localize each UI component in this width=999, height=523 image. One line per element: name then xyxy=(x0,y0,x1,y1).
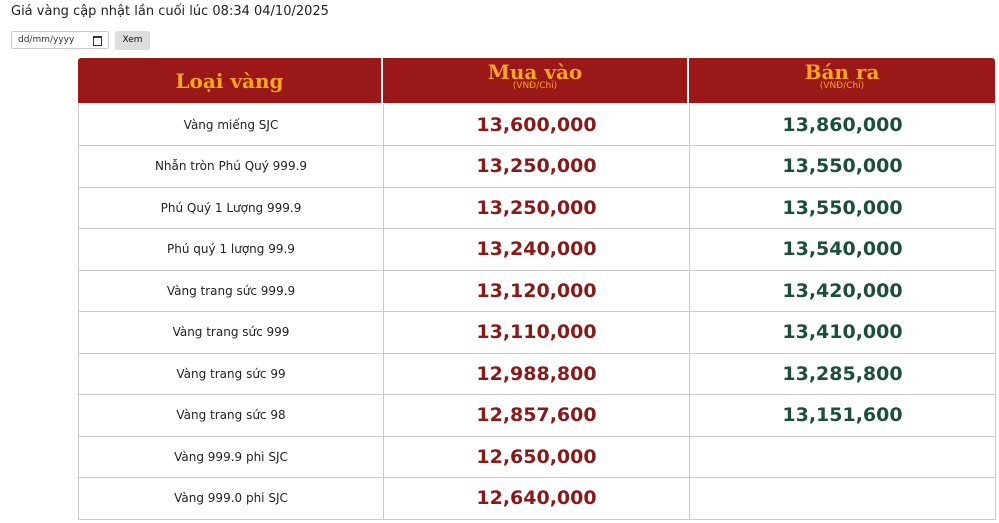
table-cell: 13,250,000 xyxy=(383,145,689,188)
buy-text: 13,600,000 xyxy=(476,113,597,136)
table-cell: Vàng trang sức 99 xyxy=(78,353,383,395)
table-cell: Vàng 999.0 phi SJC xyxy=(78,477,383,520)
table-cell: 13,600,000 xyxy=(383,104,689,146)
sell-text: 13,860,000 xyxy=(782,113,903,136)
name-text: Phú quý 1 lượng 99.9 xyxy=(167,242,295,256)
buy-text: 12,857,600 xyxy=(476,404,597,426)
date-input[interactable]: dd/mm/yyyy xyxy=(11,31,109,49)
table-cell: 13,420,000 xyxy=(689,270,996,312)
calendar-icon xyxy=(93,36,102,46)
sell-text: 13,285,800 xyxy=(782,362,903,385)
update-time: Giá vàng cập nhật lần cuối lúc 08:34 04/… xyxy=(11,4,329,19)
column-header: Bán ra (VNĐ/Chỉ) xyxy=(689,58,995,103)
table-cell: Vàng miếng SJC xyxy=(78,104,383,146)
buy-text: 13,250,000 xyxy=(476,196,597,219)
table-cell: 13,250,000 xyxy=(383,187,689,229)
buy-text: 12,988,800 xyxy=(476,362,597,385)
buy-text: 13,120,000 xyxy=(476,279,597,302)
table-cell: Vàng trang sức 98 xyxy=(78,394,383,437)
table-cell: 13,550,000 xyxy=(689,187,996,229)
name-text: Vàng 999.0 phi SJC xyxy=(174,491,288,505)
table-cell: 13,240,000 xyxy=(383,228,689,271)
header-title: Loại vàng xyxy=(175,68,284,93)
table-cell: Vàng 999.9 phi SJC xyxy=(78,436,383,478)
table-cell: 13,550,000 xyxy=(689,145,996,188)
buy-text: 13,250,000 xyxy=(476,155,597,177)
buy-text: 12,640,000 xyxy=(476,487,597,509)
sell-text: 13,550,000 xyxy=(782,196,903,219)
table-cell: Phú quý 1 lượng 99.9 xyxy=(78,228,383,271)
table-cell: Nhẫn tròn Phú Quý 999.9 xyxy=(78,145,383,188)
sell-text: 13,540,000 xyxy=(782,238,903,260)
table-cell: 13,110,000 xyxy=(383,311,689,354)
header-unit: (VNĐ/Chỉ) xyxy=(512,81,558,91)
table-cell: 12,857,600 xyxy=(383,394,689,437)
sell-text: 13,151,600 xyxy=(782,404,903,426)
table-cell: 13,151,600 xyxy=(689,394,996,437)
table-cell xyxy=(689,436,996,478)
sell-text: 13,550,000 xyxy=(782,155,903,177)
table-cell: 13,410,000 xyxy=(689,311,996,354)
name-text: Nhẫn tròn Phú Quý 999.9 xyxy=(154,159,308,173)
table-cell: Vàng trang sức 999.9 xyxy=(78,270,383,312)
name-text: Vàng trang sức 98 xyxy=(176,408,286,422)
buy-text: 13,110,000 xyxy=(476,321,597,343)
table-cell: 12,650,000 xyxy=(383,436,689,478)
table-cell: 13,120,000 xyxy=(383,270,689,312)
table-cell xyxy=(689,477,996,520)
header-title: Mua vào xyxy=(487,60,583,84)
name-text: Vàng trang sức 999 xyxy=(172,325,290,339)
header-unit: (VNĐ/Chỉ) xyxy=(819,81,865,91)
table-cell: Phú Quý 1 Lượng 999.9 xyxy=(78,187,383,229)
buy-text: 13,240,000 xyxy=(476,238,597,260)
header-title: Bán ra xyxy=(804,60,880,84)
column-header: Loại vàng xyxy=(78,58,381,103)
sell-text: 13,410,000 xyxy=(782,321,903,343)
name-text: Phú Quý 1 Lượng 999.9 xyxy=(160,200,302,215)
table-cell: 13,860,000 xyxy=(689,104,996,146)
name-text: Vàng miếng SJC xyxy=(183,117,279,132)
table-cell: Vàng trang sức 999 xyxy=(78,311,383,354)
buy-text: 12,650,000 xyxy=(476,445,597,468)
name-text: Vàng 999.9 phi SJC xyxy=(174,449,288,464)
name-text: Vàng trang sức 99 xyxy=(176,366,286,381)
table-cell: 12,988,800 xyxy=(383,353,689,395)
table-cell: 12,640,000 xyxy=(383,477,689,520)
table-cell: 13,285,800 xyxy=(689,353,996,395)
sell-text: 13,420,000 xyxy=(782,279,903,302)
view-button[interactable]: Xem xyxy=(115,31,150,50)
column-header: Mua vào (VNĐ/Chỉ) xyxy=(383,58,687,103)
name-text: Vàng trang sức 999.9 xyxy=(166,283,296,298)
table-cell: 13,540,000 xyxy=(689,228,996,271)
date-placeholder: dd/mm/yyyy xyxy=(18,35,75,45)
